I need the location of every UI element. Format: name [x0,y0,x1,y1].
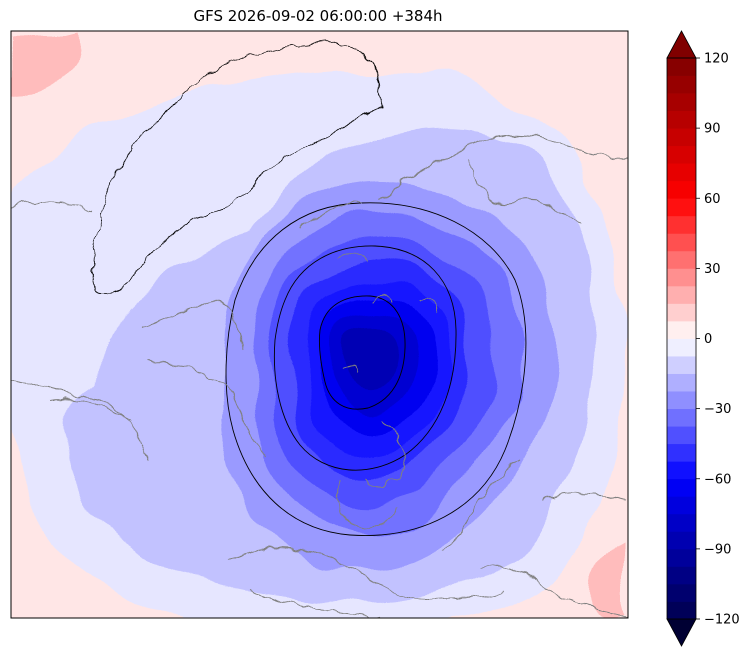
colorbar-segment [667,391,696,410]
colorbar-segment [667,548,696,567]
colorbar-segment [667,250,696,269]
chart-title: GFS 2026-09-02 06:00:00 +384h [193,7,442,25]
field-layers [11,31,628,618]
colorbar-segment [667,583,696,602]
contour-lines [225,202,527,536]
colorbar-tick-label: 30 [704,262,721,277]
colorbar-segment [667,75,696,94]
colorbar-segment [667,320,696,339]
colorbar-segment [667,303,696,322]
colorbar-segment [667,531,696,550]
map-frame [10,30,629,619]
colorbar-segment [667,145,696,164]
colorbar: 120 90 60 30 0 −30 −60 −90 −120 [666,30,740,647]
colorbar-segment [667,356,696,374]
coastline-arctic-islands [339,252,439,375]
contour-middle [274,245,457,471]
colorbar-segment [667,461,696,480]
contour-outer [225,202,527,536]
colorbar-segment [667,426,696,445]
colorbar-segment [667,373,696,392]
colorbar-tick-label: 120 [704,52,729,67]
colorbar-segment [667,180,696,199]
colorbar-segment [667,163,696,182]
colorbar-segment [667,285,696,304]
colorbar-segment [667,215,696,234]
colorbar-tick-label: 90 [704,122,721,137]
colorbar-segment [667,408,696,427]
contour-inner [318,295,406,410]
colorbar-segment [667,198,696,217]
colorbar-extend-min [666,618,697,647]
field-level-plus-7-5-topleft [11,31,81,97]
coastline-north-america [11,202,266,461]
colorbar-segment [667,128,696,147]
coastline-greenland [92,41,382,293]
colorbar-tick-label: −90 [704,542,731,557]
field-level-minus-67-5 [337,320,398,383]
colorbar-extend-max [666,30,697,59]
colorbar-segment [667,93,696,111]
colorbar-segment [667,478,696,497]
colorbar-segment [667,496,696,515]
colorbar-tick-label: −60 [704,472,731,487]
coastline-eurasia [299,134,628,551]
colorbar-tick-label: −30 [704,402,731,417]
colorbar-segment [667,58,696,76]
colorbar-segment [667,110,696,129]
colorbar-segment [667,338,696,357]
colorbar-segment [667,601,696,620]
colorbar-segment [667,443,696,462]
colorbar-segment [667,268,696,287]
coastlines [11,41,628,618]
colorbar-tick-label: 60 [704,192,721,207]
colorbar-tick-label: 0 [704,332,712,347]
colorbar-segment [667,233,696,252]
field-level-plus-7-5-bottomright [589,540,628,611]
colorbar-tick-label: −120 [704,613,740,628]
map-panel [11,31,628,618]
colorbar-segment [667,513,696,532]
coastline-europe-africa [229,547,628,618]
colorbar-segment [667,566,696,585]
